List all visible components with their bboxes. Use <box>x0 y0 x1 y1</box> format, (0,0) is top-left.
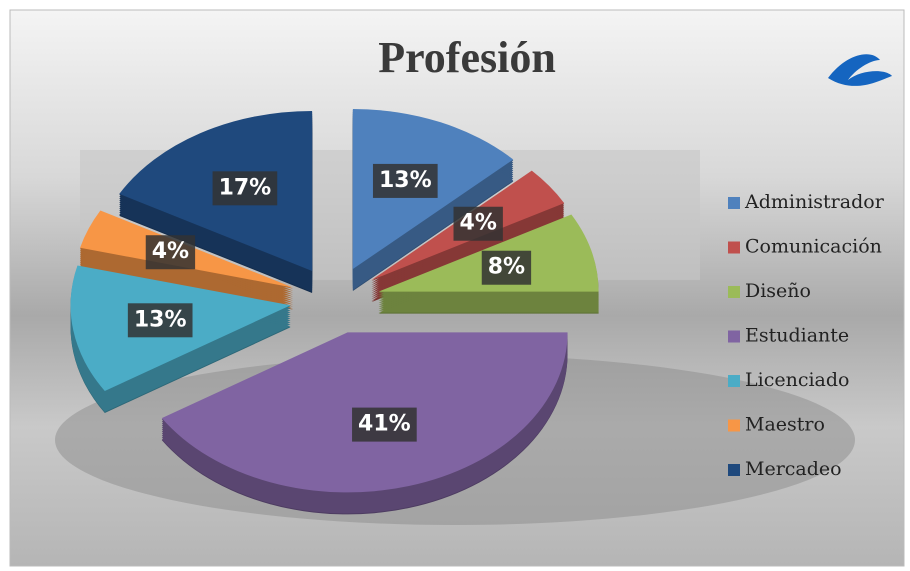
data-label-group: 4% <box>145 235 196 270</box>
data-label-box <box>127 303 193 338</box>
data-label-group: 13% <box>372 163 438 198</box>
chart-title: Profesión <box>378 33 556 82</box>
data-label-group: 41% <box>352 407 417 442</box>
legend-swatch <box>728 197 740 209</box>
legend-label: Diseño <box>745 280 811 302</box>
data-label: 41% <box>358 412 411 437</box>
logo <box>828 54 892 86</box>
legend-swatch <box>728 464 740 476</box>
legend-swatch <box>728 419 740 432</box>
legend-swatch <box>728 375 740 387</box>
data-label-box <box>352 407 417 442</box>
data-label-group: 8% <box>481 250 532 285</box>
data-label-box <box>372 163 438 198</box>
data-label-box <box>481 250 532 285</box>
legend-swatch <box>728 241 740 254</box>
data-label-group: 13% <box>127 303 193 338</box>
data-label-group: 17% <box>212 171 278 206</box>
data-label-box <box>212 171 278 206</box>
legend-swatch <box>728 330 740 343</box>
data-label: 4% <box>460 211 497 236</box>
data-label-box <box>145 235 196 270</box>
data-label: 13% <box>379 168 432 193</box>
data-label: 13% <box>134 307 187 332</box>
legend-label: Maestro <box>745 414 825 436</box>
data-label: 8% <box>488 255 525 280</box>
data-label: 17% <box>219 175 272 200</box>
data-label-group: 4% <box>453 206 503 241</box>
legend-label: Estudiante <box>745 325 849 347</box>
legend-label: Mercadeo <box>745 458 842 480</box>
pie: 13% 4% 8% 41% 13% 4% 17% <box>70 109 599 515</box>
data-label-box <box>453 206 503 241</box>
legend-label: Comunicación <box>745 236 882 258</box>
legend-label: Licenciado <box>745 369 849 391</box>
data-label: 4% <box>152 239 189 264</box>
legend: Administrador Comunicación Diseño Estudiant… <box>728 191 885 480</box>
legend-swatch <box>728 286 740 298</box>
legend-label: Administrador <box>744 191 885 213</box>
